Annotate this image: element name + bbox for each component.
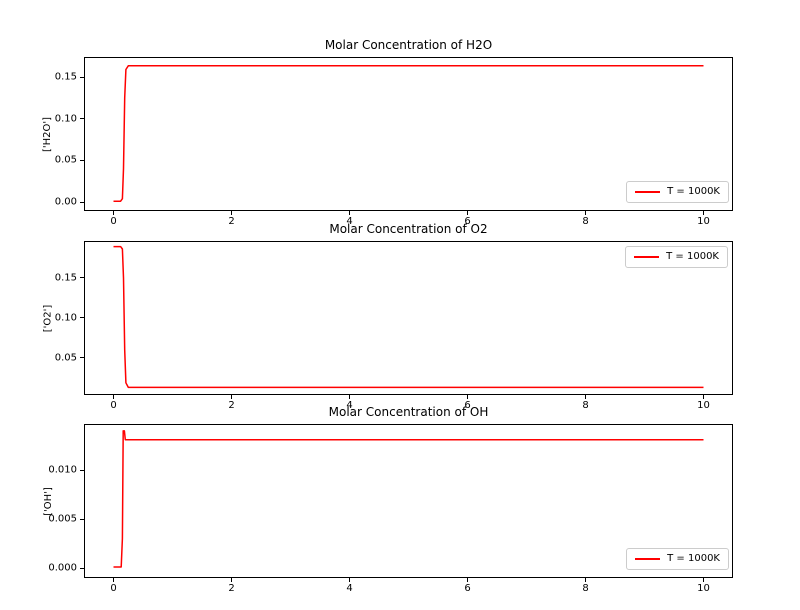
y-tick-mark [80, 567, 84, 569]
plot-frame [84, 424, 733, 578]
x-tick-label: 8 [582, 583, 589, 594]
x-tick-label: 2 [228, 216, 235, 227]
subplot-h2o: Molar Concentration of H2O ['H2O'] 0 2 4 6 8… [43, 38, 733, 227]
subplot-oh: Molar Concentration of OH ['OH'] 0 2 4 6 8 10… [43, 405, 733, 594]
x-tick-label: 0 [110, 583, 117, 594]
x-tick-mark [703, 211, 704, 215]
y-tick-mark [80, 277, 84, 279]
x-tick-mark [467, 578, 468, 582]
x-tick-mark [231, 211, 232, 215]
y-tick-label: 0.05 [54, 154, 77, 166]
y-tick-mark [80, 159, 84, 161]
x-tick-label: 4 [346, 583, 353, 594]
y-tick-mark [80, 76, 84, 78]
y-tick-mark [80, 357, 84, 359]
legend-line-sample [635, 558, 661, 560]
plot-area [113, 245, 704, 389]
legend-line-sample [635, 191, 661, 193]
x-tick-label: 0 [110, 400, 117, 411]
subplot-o2: Molar Concentration of O2 ['O2'] 0 2 4 6 8 10… [43, 222, 733, 411]
x-tick-label: 2 [228, 400, 235, 411]
plot-area [113, 65, 704, 202]
x-tick-label: 6 [464, 216, 471, 227]
legend-label: T = 1000K [667, 186, 720, 197]
plot-frame [84, 57, 733, 211]
x-tick-mark [349, 395, 350, 399]
x-tick-mark [467, 211, 468, 215]
y-tick-label: 0.15 [54, 71, 77, 83]
data-line [113, 430, 704, 568]
plot-area [113, 430, 704, 568]
plot-title: Molar Concentration of H2O [324, 38, 493, 52]
y-axis-label: ['H2O'] [42, 116, 54, 152]
legend-label: T = 1000K [666, 251, 719, 262]
x-tick-mark [585, 395, 586, 399]
x-tick-label: 2 [228, 583, 235, 594]
x-tick-label: 8 [582, 400, 589, 411]
x-tick-label: 6 [464, 400, 471, 411]
y-tick-label: 0.15 [54, 272, 77, 284]
y-tick-mark [80, 201, 84, 203]
y-tick-mark [80, 469, 84, 471]
x-tick-mark [585, 211, 586, 215]
x-tick-mark [231, 578, 232, 582]
x-tick-label: 0 [110, 216, 117, 227]
x-tick-label: 4 [346, 216, 353, 227]
x-tick-mark [349, 578, 350, 582]
y-axis-label: ['O2'] [42, 304, 54, 332]
x-tick-mark [113, 395, 114, 399]
y-tick-label: 0.005 [48, 513, 77, 525]
x-tick-mark [113, 578, 114, 582]
y-tick-mark [80, 118, 84, 120]
x-tick-label: 10 [697, 216, 710, 227]
x-tick-label: 8 [582, 216, 589, 227]
data-line [113, 65, 704, 202]
x-tick-mark [467, 395, 468, 399]
legend-line-sample [634, 256, 660, 258]
plot-frame [84, 241, 733, 395]
x-tick-label: 4 [346, 400, 353, 411]
x-tick-mark [703, 395, 704, 399]
legend: T = 1000K [625, 246, 728, 268]
x-tick-label: 10 [697, 583, 710, 594]
plot-title: Molar Concentration of O2 [329, 222, 488, 236]
y-tick-label: 0.010 [48, 464, 77, 476]
legend: T = 1000K [626, 548, 729, 570]
x-tick-mark [231, 395, 232, 399]
plot-title: Molar Concentration of OH [328, 405, 489, 419]
x-tick-label: 10 [697, 400, 710, 411]
x-tick-mark [585, 578, 586, 582]
data-line [113, 245, 704, 389]
y-tick-label: 0.00 [54, 196, 77, 208]
y-tick-label: 0.10 [54, 312, 77, 324]
x-tick-label: 6 [464, 583, 471, 594]
x-tick-mark [113, 211, 114, 215]
y-tick-mark [80, 317, 84, 319]
y-tick-label: 0.05 [54, 352, 77, 364]
x-tick-mark [703, 578, 704, 582]
y-tick-label: 0.000 [48, 562, 77, 574]
y-axis-label: ['OH'] [42, 486, 54, 516]
legend-label: T = 1000K [667, 553, 720, 564]
x-tick-mark [349, 211, 350, 215]
y-tick-mark [80, 518, 84, 520]
y-tick-label: 0.10 [54, 113, 77, 125]
legend: T = 1000K [626, 181, 729, 203]
